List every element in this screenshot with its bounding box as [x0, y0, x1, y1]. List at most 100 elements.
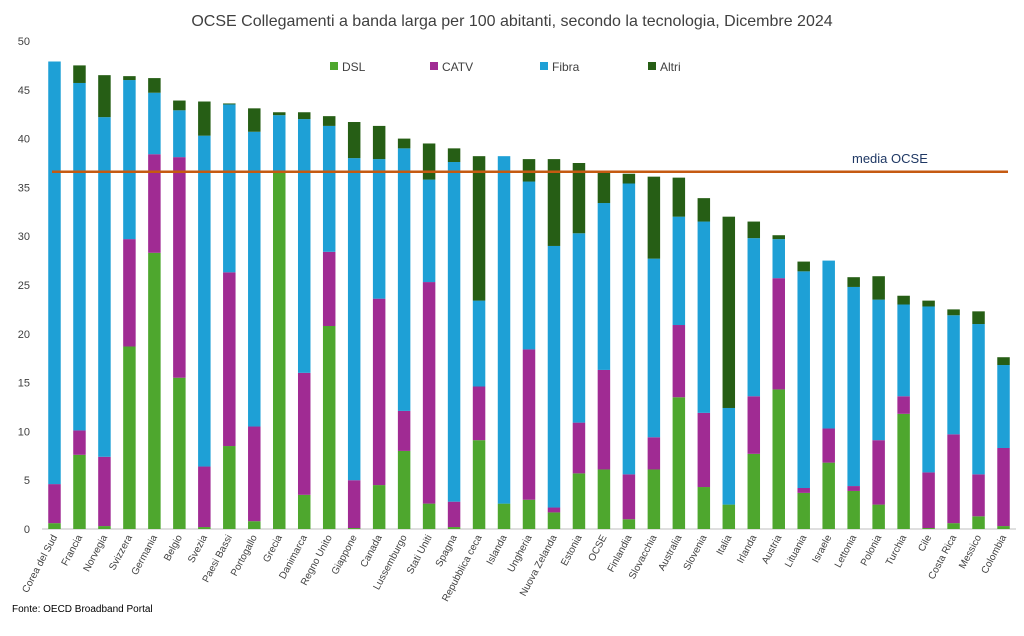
- bar-segment-dsl: [972, 516, 985, 529]
- bar-segment-catv: [472, 386, 486, 441]
- bar-segment-altri: [148, 78, 161, 93]
- y-tick-label: 40: [18, 134, 30, 146]
- bar-segment-dsl: [772, 389, 785, 529]
- bar-segment-altri: [522, 159, 536, 182]
- x-tick-label: Messico: [957, 533, 984, 571]
- x-tick-label: Canada: [359, 533, 385, 569]
- bar-segment-catv: [322, 251, 336, 326]
- x-tick-label: Spagna: [434, 533, 460, 569]
- bar-segment-dsl: [73, 454, 86, 529]
- bar-segment-fibra: [372, 159, 386, 299]
- bar-segment-catv: [822, 428, 835, 463]
- bar-segment-catv: [847, 486, 860, 491]
- bar-segment-fibra: [347, 158, 361, 481]
- bar-segment-catv: [572, 422, 586, 474]
- bar-segment-altri: [397, 138, 411, 149]
- x-tick-label: Cile: [916, 533, 934, 554]
- bar-segment-dsl: [797, 492, 810, 529]
- bar-segment-fibra: [622, 183, 636, 475]
- bar-segment-altri: [273, 112, 286, 116]
- bar-segment-altri: [697, 198, 711, 222]
- bar-segment-catv: [98, 456, 111, 527]
- bar-segment-fibra: [48, 61, 61, 485]
- bar-segment-dsl: [847, 490, 860, 529]
- bar-segment-altri: [722, 216, 736, 408]
- bar-segment-dsl: [123, 346, 136, 529]
- bar-segment-dsl: [872, 504, 885, 529]
- bar-segment-catv: [198, 466, 211, 528]
- bar-segment-catv: [447, 501, 461, 528]
- y-tick-label: 35: [18, 182, 30, 194]
- legend-swatch-altri: [648, 62, 656, 70]
- bar-segment-fibra: [397, 148, 411, 411]
- x-tick-label: Italia: [715, 533, 735, 557]
- bar-segment-fibra: [872, 299, 885, 441]
- bar-segment-fibra: [697, 221, 711, 413]
- bar-segment-altri: [572, 163, 586, 234]
- bar-segment-dsl: [223, 446, 236, 529]
- bar-segment-dsl: [422, 503, 436, 529]
- x-tick-label: Francia: [60, 533, 86, 568]
- legend: DSL CATV Fibra Altri: [330, 60, 681, 74]
- bar-segment-catv: [148, 154, 161, 253]
- bar-segment-fibra: [747, 238, 761, 397]
- bar-segment-fibra: [123, 80, 136, 240]
- bar-segment-catv: [372, 298, 386, 486]
- x-tick-label: Grecia: [261, 533, 285, 565]
- y-tick-label: 0: [24, 524, 30, 536]
- bar-segment-altri: [98, 75, 111, 118]
- bar-segment-altri: [198, 101, 211, 136]
- bar-segment-fibra: [472, 300, 486, 387]
- bar-segment-fibra: [972, 324, 985, 475]
- chart-title: OCSE Collegamenti a banda larga per 100 …: [191, 13, 832, 30]
- legend-label-altri: Altri: [660, 60, 681, 74]
- x-tick-label: Turchia: [884, 533, 909, 568]
- bar-segment-fibra: [797, 271, 810, 489]
- bar-segment-altri: [422, 143, 436, 180]
- bar-segment-altri: [922, 300, 935, 307]
- x-tick-label: Colombia: [980, 533, 1010, 576]
- bar-segment-catv: [772, 278, 785, 390]
- bar-segment-catv: [972, 474, 985, 517]
- bar-segment-catv: [872, 440, 885, 505]
- bar-segment-dsl: [98, 526, 111, 529]
- y-tick-label: 10: [18, 426, 30, 438]
- legend-label-dsl: DSL: [342, 60, 366, 74]
- bar-segment-fibra: [847, 286, 860, 487]
- x-tick-label: Islanda: [485, 533, 510, 567]
- y-tick-label: 25: [18, 280, 30, 292]
- bar-segment-altri: [972, 311, 985, 325]
- bar-segment-fibra: [98, 117, 111, 457]
- bar-segment-fibra: [672, 216, 686, 326]
- legend-swatch-catv: [430, 62, 438, 70]
- x-tick-label: Lituania: [783, 533, 809, 569]
- bar-segment-catv: [647, 437, 661, 470]
- bar-segment-catv: [73, 430, 86, 455]
- y-tick-label: 45: [18, 85, 30, 97]
- x-tick-label: OCSE: [587, 533, 610, 563]
- bar-segment-fibra: [422, 179, 436, 283]
- bar-segment-dsl: [297, 494, 311, 529]
- bar-segment-dsl: [397, 450, 411, 529]
- bar-segment-dsl: [198, 527, 211, 529]
- bar-segment-catv: [223, 272, 236, 447]
- y-axis: 0 5 10 15 20 25 30 35 40 45 50: [18, 36, 30, 536]
- bar-segment-fibra: [248, 131, 261, 427]
- legend-label-fibra: Fibra: [552, 60, 580, 74]
- x-tick-label: Stati Uniti: [405, 533, 435, 576]
- bar-segment-fibra: [223, 104, 236, 273]
- bar-segment-catv: [797, 488, 810, 493]
- bar-segment-catv: [922, 472, 935, 529]
- bar-segment-catv: [547, 507, 561, 513]
- bar-segment-altri: [647, 176, 661, 259]
- bar-segment-dsl: [622, 519, 636, 529]
- bar-segment-altri: [672, 177, 686, 217]
- bar-segment-fibra: [173, 110, 186, 158]
- y-tick-label: 30: [18, 231, 30, 243]
- bars: [48, 61, 1010, 530]
- bar-segment-altri: [872, 276, 885, 300]
- bar-segment-altri: [472, 156, 486, 301]
- bar-segment-dsl: [322, 325, 336, 529]
- source-note: Fonte: OECD Broadband Portal: [12, 604, 153, 615]
